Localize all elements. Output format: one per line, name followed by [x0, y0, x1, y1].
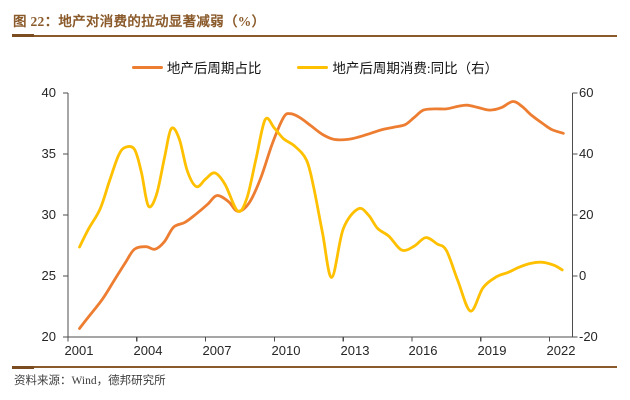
legend-label-consumption: 地产后周期消费:同比（右） [332, 61, 499, 76]
series-line-consumption [78, 116, 564, 313]
legend-label-houseshare: 地产后周期占比 [166, 61, 262, 76]
series-group [78, 100, 565, 330]
source-text: 资料来源：Wind，德邦研究所 [14, 375, 166, 387]
x-axis-label-2013: 2013 [340, 343, 370, 358]
right-axis-label-neg20: -20 [579, 329, 598, 344]
x-axis-label-2016: 2016 [408, 343, 438, 358]
x-axis-label-2001: 2001 [64, 343, 94, 358]
legend-swatch-0 [131, 65, 163, 69]
right-axis-label-0: 0 [579, 268, 587, 283]
legend-swatch-1 [297, 65, 329, 69]
right-axis-label-20: 20 [579, 207, 594, 222]
x-axis-label-2022: 2022 [546, 343, 576, 358]
page-title: 图 22：地产对消费的拉动显著减弱（%） [13, 14, 266, 29]
title-rule-tip [12, 34, 34, 37]
series-line-houseshare [78, 100, 565, 330]
legend-item-houseshare: 地产后周期占比 [131, 57, 262, 77]
left-axis-label-20: 20 [41, 329, 56, 344]
left-axis-label-40: 40 [41, 85, 56, 100]
axis-lines [63, 92, 578, 342]
x-axis-label-2004: 2004 [133, 343, 163, 358]
right-axis-label-40: 40 [579, 146, 594, 161]
x-axis-label-2007: 2007 [202, 343, 232, 358]
footer-rule [12, 366, 617, 368]
legend-item-consumption: 地产后周期消费:同比（右） [297, 57, 498, 77]
footer-rule-tip [12, 365, 34, 369]
x-axis-label-2010: 2010 [271, 343, 301, 358]
title-rule [12, 35, 617, 37]
left-axis-label-35: 35 [41, 146, 56, 161]
left-axis-label-25: 25 [41, 268, 56, 283]
chart-legend: 地产后周期占比 地产后周期消费:同比（右） [0, 57, 630, 77]
left-axis-label-30: 30 [41, 207, 56, 222]
right-axis-label-60: 60 [579, 85, 594, 100]
x-axis-label-2019: 2019 [477, 343, 507, 358]
